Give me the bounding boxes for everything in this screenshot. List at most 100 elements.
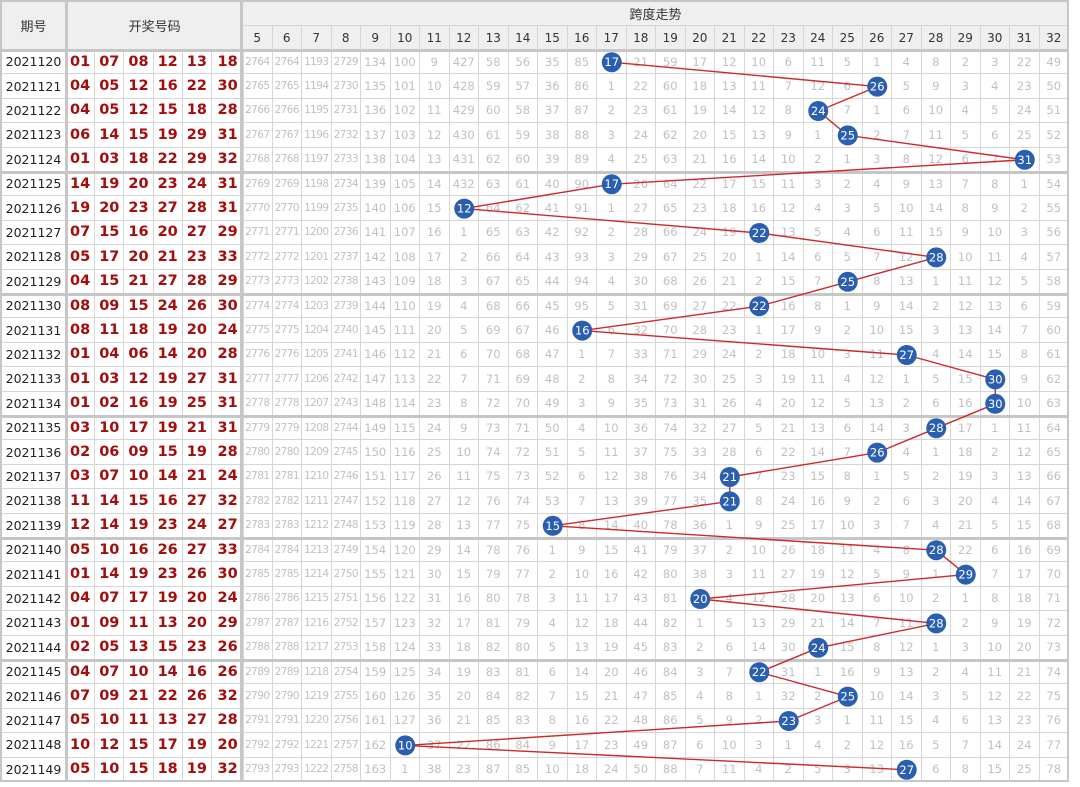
omission-cell: 2779 — [272, 416, 302, 441]
omission-cell: 151 — [361, 464, 391, 490]
omission-cell: 52 — [538, 464, 568, 490]
span-point-label: 20 — [693, 592, 708, 606]
omission-cell: 17 — [449, 611, 479, 636]
omission-cell: 15 — [892, 708, 922, 734]
omission-cell: 82 — [508, 684, 538, 709]
omission-cell: 12 — [803, 74, 833, 99]
omission-cell: 10 — [420, 74, 450, 99]
span-ball: 25 — [837, 271, 858, 292]
omission-cell: 14 — [715, 98, 745, 124]
winning-number: 04 — [95, 342, 125, 368]
omission-cell: 95 — [567, 294, 597, 319]
omission-cell: 1200 — [302, 220, 332, 246]
winning-number: 26 — [212, 660, 245, 685]
omission-cell: 8 — [833, 464, 863, 490]
omission-cell: 2740 — [331, 318, 361, 343]
winning-number: 19 — [124, 562, 154, 587]
span-ball: 22 — [749, 662, 770, 683]
omission-cell: 2745 — [331, 440, 361, 465]
winning-number: 09 — [95, 294, 125, 319]
span-column-header: 22 — [744, 26, 774, 50]
span-column-header: 10 — [390, 26, 420, 50]
omission-cell: 155 — [361, 562, 391, 587]
omission-cell: 121 — [390, 562, 420, 587]
omission-cell: 6 — [892, 489, 922, 514]
span-point — [926, 613, 947, 634]
span-column-header: 18 — [626, 26, 656, 50]
omission-cell: 65 — [656, 196, 686, 221]
omission-cell: 15 — [803, 464, 833, 490]
omission-cell: 16 — [892, 733, 922, 758]
winning-number: 13 — [153, 611, 183, 636]
winning-number: 07 — [95, 660, 125, 685]
omission-cell: 76 — [479, 489, 509, 514]
omission-cell: 2 — [1010, 196, 1040, 221]
omission-cell: 1198 — [302, 172, 332, 197]
omission-cell: 9 — [567, 538, 597, 563]
omission-cell: 127 — [390, 708, 420, 734]
winning-number: 20 — [182, 611, 212, 636]
omission-cell: 59 — [479, 74, 509, 99]
omission-cell: 11 — [803, 50, 833, 75]
span-ball: 20 — [690, 589, 711, 609]
omission-cell: 70 — [656, 318, 686, 343]
omission-cell: 47 — [538, 342, 568, 368]
omission-cell: 56 — [508, 50, 538, 75]
omission-cell: 1 — [921, 562, 951, 587]
omission-cell: 112 — [390, 342, 420, 368]
omission-cell: 7 — [567, 489, 597, 514]
omission-cell: 160 — [361, 684, 391, 709]
omission-cell: 28 — [626, 220, 656, 246]
omission-cell: 15 — [744, 172, 774, 197]
omission-cell: 5 — [862, 196, 892, 221]
omission-cell: 68 — [508, 342, 538, 368]
omission-cell: 2742 — [331, 367, 361, 392]
omission-cell: 146 — [361, 342, 391, 368]
omission-cell: 108 — [390, 245, 420, 270]
omission-cell: 1210 — [302, 464, 332, 490]
omission-cell: 2731 — [331, 98, 361, 124]
winning-number: 19 — [182, 733, 212, 758]
omission-cell: 1221 — [302, 733, 332, 758]
winning-number: 27 — [182, 708, 212, 734]
winning-number: 19 — [153, 123, 183, 148]
omission-cell: 154 — [361, 538, 391, 563]
omission-cell: 1 — [980, 416, 1010, 441]
winning-number: 19 — [153, 367, 183, 392]
trend-line-segment — [582, 329, 907, 356]
winning-number: 21 — [124, 684, 154, 709]
omission-cell: 2746 — [331, 464, 361, 490]
omission-cell: 66 — [656, 220, 686, 246]
omission-cell: 2771 — [272, 220, 302, 246]
omission-cell: 3 — [597, 123, 627, 148]
omission-cell: 4 — [833, 367, 863, 392]
omission-cell: 2764 — [272, 50, 302, 75]
omission-cell: 41 — [538, 196, 568, 221]
omission-cell: 16 — [597, 562, 627, 587]
omission-cell: 125 — [390, 660, 420, 685]
omission-cell: 3 — [538, 586, 568, 612]
omission-cell: 58 — [508, 98, 538, 124]
omission-cell: 5 — [921, 367, 951, 392]
omission-cell: 25 — [685, 245, 715, 270]
omission-cell: 5 — [744, 416, 774, 441]
span-column-header: 27 — [892, 26, 922, 50]
winning-number: 24 — [212, 318, 245, 343]
omission-cell: 142 — [361, 245, 391, 270]
omission-cell: 14 — [449, 538, 479, 563]
omission-cell: 37 — [685, 538, 715, 563]
omission-cell: 2781 — [272, 464, 302, 490]
omission-cell: 79 — [479, 562, 509, 587]
omission-cell: 9 — [833, 489, 863, 514]
winning-number: 10 — [95, 538, 125, 563]
omission-cell — [921, 416, 951, 441]
trend-line-segment — [818, 622, 937, 649]
winning-number: 17 — [95, 245, 125, 270]
omission-cell: 156 — [361, 586, 391, 612]
winning-number: 05 — [95, 98, 125, 124]
omission-cell: 9 — [862, 660, 892, 685]
winning-number: 31 — [212, 367, 245, 392]
omission-cell: 46 — [538, 318, 568, 343]
omission-cell: 2 — [833, 318, 863, 343]
